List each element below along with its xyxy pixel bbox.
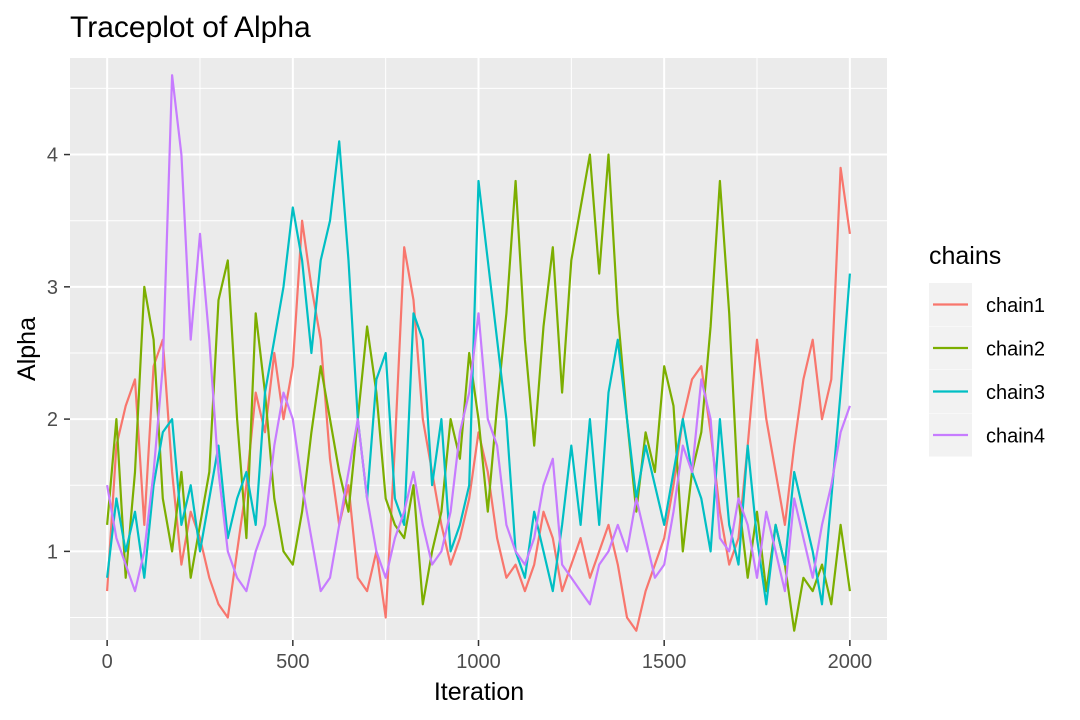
y-axis: 1 2 3 4 [47, 145, 70, 563]
x-axis-label: Iteration [434, 678, 524, 706]
y-tick-label: 2 [47, 409, 58, 431]
x-tick-label: 1000 [456, 651, 501, 673]
x-tick-label: 2000 [828, 651, 873, 673]
legend-label: chain3 [986, 382, 1045, 404]
x-tick-label: 500 [276, 651, 309, 673]
series-line-chain4 [106, 74, 851, 606]
legend-label: chain1 [986, 295, 1045, 317]
series-line-chain3 [106, 140, 851, 606]
series-lines [106, 74, 851, 632]
y-tick-label: 1 [47, 541, 58, 563]
y-tick-label: 4 [47, 145, 58, 167]
y-tick-label: 3 [47, 277, 58, 299]
y-axis-label: Alpha [13, 317, 41, 381]
x-tick-label: 0 [102, 651, 113, 673]
series-line-chain2 [106, 153, 851, 632]
x-tick-label: 1500 [642, 651, 687, 673]
chart-title: Traceplot of Alpha [70, 11, 311, 44]
x-axis: 0 500 1000 1500 2000 [102, 640, 873, 673]
legend-title: chains [929, 242, 1001, 270]
legend: chains chain1 chain2 chain3 chain4 [929, 242, 1045, 457]
legend-label: chain2 [986, 339, 1045, 361]
legend-label: chain4 [986, 426, 1045, 448]
